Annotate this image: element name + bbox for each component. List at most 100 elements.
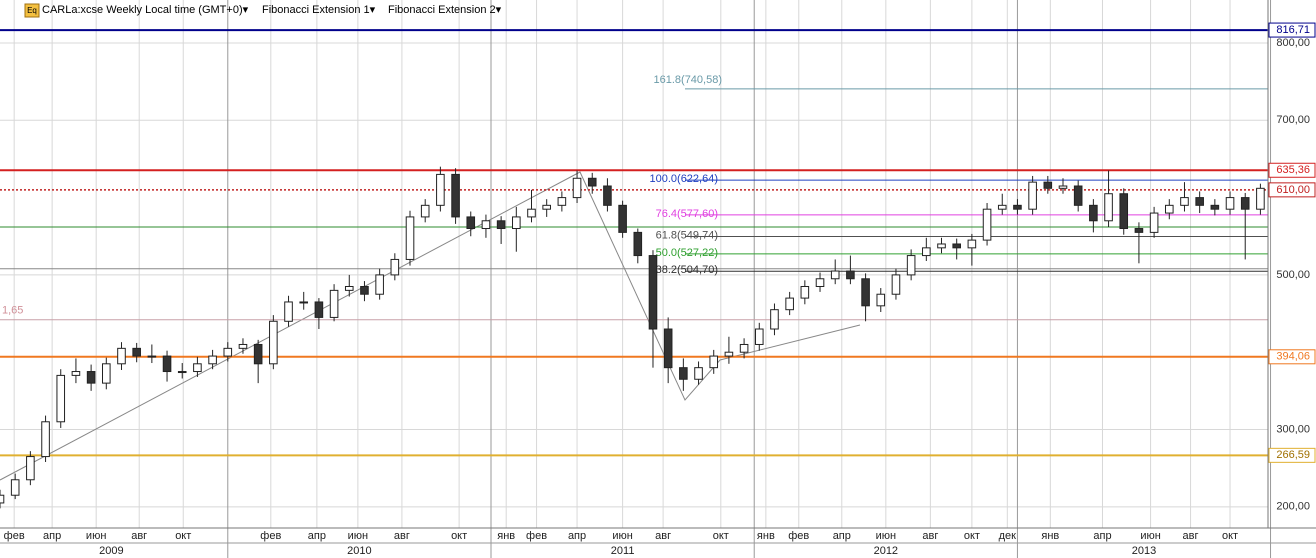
- candle-body: [436, 173, 445, 206]
- candle-body: [405, 216, 415, 260]
- indicator-menu[interactable]: Fibonacci Extension 1▾: [262, 4, 376, 16]
- x-tick-label: апр: [308, 530, 326, 542]
- candle-body: [800, 285, 810, 299]
- x-tick-label: июн: [1140, 530, 1160, 542]
- candle-body: [162, 355, 172, 373]
- candle-body: [1225, 197, 1235, 210]
- candle-body: [830, 270, 840, 280]
- fib-label: 38.2(504,70): [656, 264, 718, 276]
- candle-body: [41, 421, 50, 458]
- level-label-box: [1268, 162, 1316, 178]
- x-tick-label: авг: [131, 530, 147, 542]
- candle-body: [0, 494, 5, 504]
- y-tick-label: 200,00: [1276, 501, 1310, 513]
- candle-body: [846, 270, 855, 280]
- x-tick-label: июн: [348, 530, 368, 542]
- candle-body: [1058, 185, 1068, 189]
- fib-label: 50.0(527,22): [656, 247, 718, 259]
- candle-body: [1256, 187, 1265, 210]
- candle-body: [1240, 197, 1250, 210]
- candle-body: [648, 255, 658, 330]
- candle-body: [922, 247, 931, 257]
- year-label: 2009: [99, 545, 123, 557]
- x-tick-label: июн: [876, 530, 896, 542]
- x-tick-label: янв: [1041, 530, 1059, 542]
- x-tick-label: окт: [964, 530, 980, 542]
- candle-body: [512, 216, 521, 230]
- x-tick-label: авг: [655, 530, 671, 542]
- candle-body: [420, 204, 430, 218]
- candle-body: [785, 297, 794, 311]
- x-tick-label: июн: [86, 530, 106, 542]
- candle-body: [1149, 212, 1159, 233]
- candle-body: [284, 301, 293, 322]
- level-label-box: [1268, 349, 1316, 365]
- x-tick-label: окт: [713, 530, 729, 542]
- level-label-box: [1268, 447, 1316, 463]
- candle-body: [967, 239, 977, 249]
- candle-body: [390, 258, 400, 276]
- candle-body: [997, 204, 1007, 210]
- x-tick-label: фев: [260, 530, 281, 542]
- candle-body: [876, 293, 886, 307]
- candle-body: [1089, 204, 1098, 222]
- candle-body: [329, 289, 339, 318]
- candle-body: [861, 278, 870, 307]
- candle-body: [982, 208, 992, 241]
- level-label: 610,00: [1276, 184, 1310, 196]
- x-tick-label: янв: [757, 530, 775, 542]
- year-label: 2012: [874, 545, 898, 557]
- indicator-menu[interactable]: Fibonacci Extension 2▾: [388, 4, 502, 16]
- x-tick-label: фев: [788, 530, 809, 542]
- candle-body: [663, 328, 673, 369]
- x-tick-label: авг: [922, 530, 938, 542]
- candle-body: [1073, 185, 1083, 206]
- candle-body: [1104, 193, 1113, 222]
- candle-body: [679, 367, 688, 380]
- fibonacci-anchor-line: [0, 171, 861, 481]
- level-label: 816,71: [1276, 24, 1310, 36]
- candle-body: [102, 363, 111, 384]
- candle-body: [770, 309, 779, 330]
- candle-body: [1013, 204, 1022, 210]
- level-label: 1,65: [2, 305, 23, 317]
- candle-body: [906, 255, 916, 276]
- candle-body: [937, 243, 946, 249]
- candle-body: [299, 301, 309, 304]
- x-tick-label: авг: [1183, 530, 1199, 542]
- candle-body: [86, 371, 96, 384]
- x-tick-label: апр: [1093, 530, 1111, 542]
- candle-body: [451, 173, 460, 218]
- y-tick-label: 500,00: [1276, 269, 1310, 281]
- y-tick-label: 800,00: [1276, 37, 1310, 49]
- symbol-menu[interactable]: CARLa:xcse Weekly Local time (GMT+0)▾: [42, 4, 249, 16]
- fib-label: 61.8(549,74): [656, 229, 718, 241]
- symbol-icon-text: Eq: [27, 6, 37, 15]
- candle-body: [709, 355, 719, 369]
- level-label: 635,36: [1276, 164, 1310, 176]
- fib-label: 161.8(740,58): [654, 74, 723, 86]
- candle-body: [587, 177, 597, 187]
- candle-body: [238, 343, 248, 349]
- candle-body: [542, 204, 551, 210]
- candle-body: [223, 347, 233, 357]
- x-tick-label: авг: [394, 530, 410, 542]
- fib-label: 100.0(622,64): [650, 173, 719, 185]
- candle-body: [1028, 181, 1037, 210]
- x-tick-label: фев: [526, 530, 547, 542]
- candle-body: [466, 216, 476, 230]
- y-tick-label: 700,00: [1276, 114, 1310, 126]
- candle-body: [177, 371, 187, 374]
- candle-body: [891, 274, 901, 295]
- candle-body: [496, 220, 506, 230]
- candle-body: [208, 355, 217, 365]
- candle-body: [1195, 197, 1204, 206]
- candle-body: [375, 274, 384, 295]
- level-label: 266,59: [1276, 449, 1310, 461]
- candle-body: [269, 320, 278, 365]
- candle-body: [253, 343, 263, 365]
- candle-body: [694, 367, 703, 380]
